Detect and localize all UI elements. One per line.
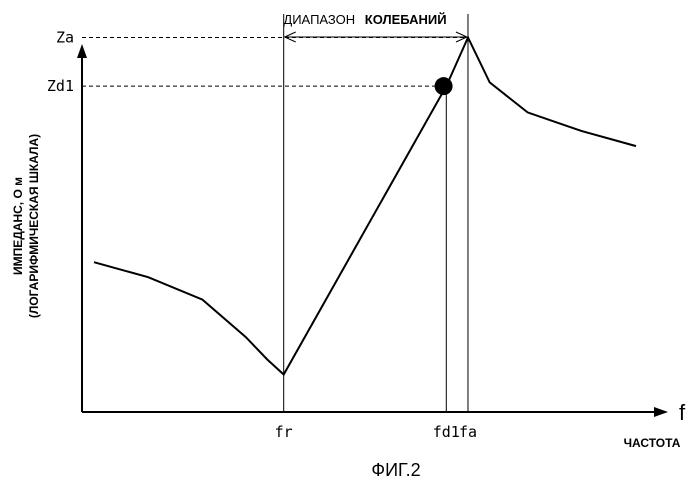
- y-tick-labels: Za Zd1: [47, 28, 74, 95]
- figure-caption: ФИГ.2: [371, 460, 420, 480]
- operating-point-marker: [435, 77, 453, 95]
- x-axis-label: ЧАСТОТА: [624, 436, 681, 450]
- x-tick-fd1: fd1: [433, 423, 460, 441]
- oscillation-range: [285, 32, 467, 42]
- x-tick-fr: fr: [275, 423, 293, 441]
- y-tick-zd1: Zd1: [47, 77, 74, 95]
- guide-lines: [82, 14, 468, 412]
- x-axis-symbol: f: [679, 400, 686, 425]
- x-axis-arrow: [654, 407, 668, 417]
- range-label: ДИАПАЗОН КОЛЕБАНИЙ: [283, 12, 446, 27]
- y-axis-arrow: [77, 44, 87, 58]
- range-label-part1: ДИАПАЗОН: [283, 12, 355, 27]
- y-axis-label-line2: (ЛОГАРИФМИЧЕСКАЯ ШКАЛА): [27, 134, 41, 318]
- range-label-part2: КОЛЕБАНИЙ: [365, 12, 447, 27]
- y-axis-label-line1: ИМПЕДАНС, О м: [11, 177, 25, 275]
- x-tick-fa: fa: [459, 423, 477, 441]
- x-tick-labels: fr fd1fa: [275, 423, 477, 441]
- impedance-curve: [94, 38, 636, 375]
- y-tick-za: Za: [56, 28, 74, 46]
- y-axis-label: ИМПЕДАНС, О м (ЛОГАРИФМИЧЕСКАЯ ШКАЛА): [11, 134, 41, 318]
